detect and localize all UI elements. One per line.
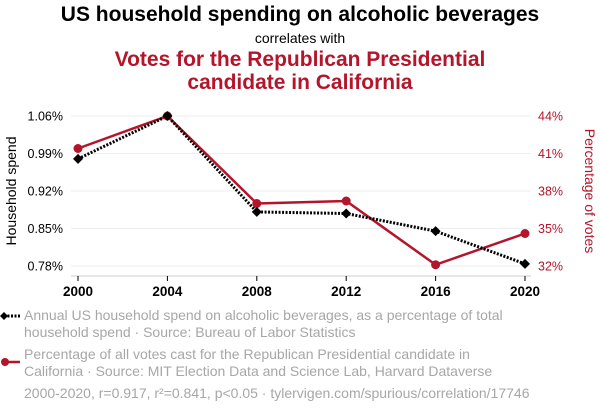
x-axis-tick-label: 2020 [510,284,540,299]
x-axis-tick-label: 2004 [152,284,183,299]
left-axis-tick-label: 0.78% [28,260,63,274]
legend-item-household-spend: Annual US household spend on alcoholic b… [24,307,544,341]
right-axis-tick-label: 38% [538,185,563,199]
data-point-republican-votes [252,199,262,208]
chart-title-secondary-line1: Votes for the Republican Presidential [114,48,486,71]
data-point-republican-votes [73,144,83,153]
right-axis-tick-label: 35% [538,222,563,236]
left-axis-tick-label: 0.92% [28,185,63,199]
legend-symbol-republican-votes-circle [1,358,9,366]
legend-text-line2: household spend · Source: Bureau of Labo… [24,324,356,340]
footer-stats: 2000-2020, r=0.917, r²=0.841, p<0.05 · t… [24,385,530,401]
data-point-republican-votes [341,196,351,206]
left-axis-tick-label: 0.99% [28,147,63,161]
left-axis-tick-label: 0.85% [28,222,63,236]
right-axis-tick-label: 44% [538,110,563,124]
series-line-household-spend [77,114,526,266]
legend-text-line1: Percentage of all votes cast for the Rep… [24,346,470,362]
data-point-republican-votes [520,229,530,238]
right-axis-title: Percentage of votes [582,129,598,254]
legend-text-line2: California · Source: MIT Election Data a… [24,363,493,379]
x-axis-tick-label: 2008 [242,284,273,299]
data-point-household-spend [520,258,530,269]
data-point-household-spend [430,226,441,237]
left-axis-tick-label: 1.06% [28,110,63,124]
x-axis-tick-label: 2012 [331,284,361,299]
left-axis-title: Household spend [3,137,19,246]
x-axis-tick-label: 2016 [421,284,452,299]
data-point-household-spend [341,208,352,219]
legend-item-republican-votes: Percentage of all votes cast for the Rep… [24,346,544,380]
legend-text-line1: Annual US household spend on alcoholic b… [24,307,503,323]
right-axis-tick-label: 32% [538,260,563,274]
right-axis-tick-label: 41% [538,147,563,161]
x-axis-tick-label: 2000 [63,284,93,299]
data-point-household-spend [73,153,83,164]
legend-symbol-household-spend-diamond [0,312,8,320]
data-point-republican-votes [431,260,441,270]
chart-subtitle-connector: correlates with [254,30,346,46]
chart-title: US household spending on alcoholic bever… [60,3,540,26]
series-line-republican-votes [77,114,526,266]
chart-title-secondary: Votes for the Republican Presidential ca… [0,48,600,94]
data-point-household-spend [162,111,173,121]
data-point-household-spend [251,206,262,217]
chart-title-secondary-line2: candidate in California [187,71,413,94]
